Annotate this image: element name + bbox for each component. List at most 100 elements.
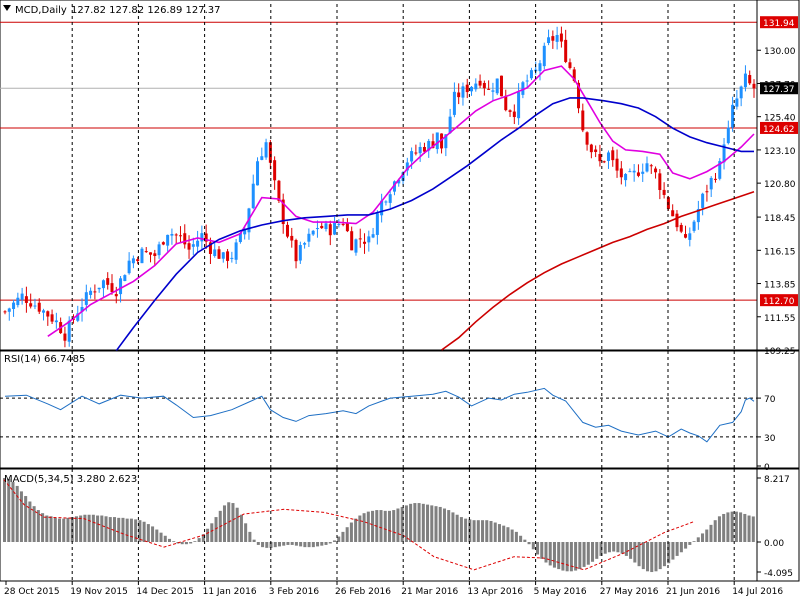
macd-histogram-bar [417, 503, 421, 542]
date-tick-label: 5 May 2016 [534, 587, 587, 597]
macd-histogram-bar [650, 542, 654, 573]
bear-candle [611, 150, 615, 161]
bear-candle [37, 302, 41, 312]
bear-candle [358, 238, 362, 240]
macd-histogram-bar [341, 531, 345, 542]
bull-candle [20, 293, 24, 300]
macd-histogram-bar [49, 516, 53, 542]
macd-histogram-bar [447, 510, 451, 542]
bull-candle [354, 239, 358, 253]
date-tick-label: 27 May 2016 [600, 587, 659, 597]
macd-histogram-bar [269, 542, 273, 548]
current-price-label-bg [760, 82, 798, 95]
bull-candle [324, 223, 328, 229]
bull-candle [264, 142, 268, 158]
triangle-down-icon[interactable] [3, 5, 11, 11]
date-tick-label: 11 Jan 2016 [203, 587, 257, 597]
bear-candle [3, 311, 7, 313]
bear-candle [671, 210, 675, 217]
bull-candle [547, 37, 551, 44]
bull-candle [709, 177, 713, 190]
bear-candle [440, 133, 444, 149]
macd-histogram-bar [19, 491, 23, 542]
bull-candle [491, 90, 495, 92]
bull-candle [89, 290, 93, 295]
bear-candle [589, 144, 593, 153]
bear-candle [615, 158, 619, 171]
bear-candle [636, 172, 640, 176]
bull-candle [444, 134, 448, 149]
macd-histogram-bar [396, 508, 400, 542]
bear-candle [110, 283, 114, 293]
bull-candle [397, 179, 401, 184]
price-tick-label: 116.15 [764, 247, 796, 257]
bear-candle [174, 234, 178, 236]
bear-candle [649, 165, 653, 167]
macd-histogram-bar [523, 539, 527, 542]
bull-candle [67, 320, 71, 342]
date-tick-label: 13 Apr 2016 [467, 587, 523, 597]
bull-candle [380, 200, 384, 216]
macd-histogram-bar [303, 542, 307, 548]
bull-candle [688, 233, 692, 240]
rsi-tick-label: 0 [764, 463, 770, 473]
date-tick-label: 28 Oct 2015 [4, 587, 60, 597]
macd-histogram-bar [189, 542, 193, 544]
bull-candle [405, 162, 409, 171]
macd-histogram-bar [637, 542, 641, 567]
macd-panel-frame [0, 468, 800, 582]
bull-candle [200, 233, 204, 242]
macd-histogram-bar [79, 515, 83, 542]
macd-header: MACD(5,34,5) 3.280 2.623 [4, 474, 137, 485]
bull-candle [311, 230, 315, 235]
bull-candle [33, 305, 37, 307]
bull-candle [76, 313, 80, 321]
macd-histogram-bar [316, 542, 320, 547]
current-price-label: 127.37 [763, 85, 795, 95]
bull-candle [371, 234, 375, 238]
macd-histogram-bar [214, 517, 218, 542]
macd-histogram-bar [3, 478, 7, 542]
macd-histogram-bar [476, 520, 480, 542]
macd-histogram-bar [633, 542, 637, 563]
macd-histogram-bar [252, 539, 256, 542]
bear-candle [161, 242, 165, 245]
bear-candle [594, 149, 598, 152]
macd-histogram-bar [561, 542, 565, 571]
rsi-tick-label: 70 [764, 395, 776, 405]
macd-histogram-bar [701, 533, 705, 542]
macd-histogram-bar [472, 520, 476, 542]
macd-histogram-bar [717, 516, 721, 542]
rsi-tick-label: 30 [764, 434, 776, 444]
bull-candle [452, 91, 456, 115]
bull-candle [234, 242, 238, 260]
bull-candle [221, 252, 225, 259]
macd-histogram-bar [747, 515, 751, 542]
price-tick-label: 111.55 [764, 314, 796, 324]
macd-histogram-bar [235, 507, 239, 542]
bull-candle [230, 257, 234, 259]
bear-candle [512, 111, 516, 118]
macd-histogram-bar [464, 518, 468, 542]
macd-histogram-bar [265, 542, 269, 548]
level-price-label: 112.70 [763, 297, 795, 307]
bear-candle [619, 168, 623, 178]
price-tick-label: 120.80 [764, 180, 796, 190]
rsi-panel-frame [0, 350, 800, 469]
bull-candle [367, 236, 371, 243]
macd-histogram-bar [117, 517, 121, 542]
macd-tick-label: 0.00 [764, 539, 784, 549]
bear-candle [46, 311, 50, 317]
macd-histogram-bar [379, 510, 383, 542]
bear-candle [24, 296, 28, 303]
bull-candle [641, 171, 645, 174]
macd-histogram-bar [282, 542, 286, 546]
date-tick-label: 19 Nov 2015 [70, 587, 128, 597]
bull-candle [461, 86, 465, 98]
macd-histogram-bar [455, 514, 459, 542]
date-tick-label: 3 Feb 2016 [269, 587, 320, 597]
macd-histogram-bar [332, 540, 336, 542]
macd-histogram-bar [692, 541, 696, 542]
macd-histogram-bar [36, 510, 40, 542]
